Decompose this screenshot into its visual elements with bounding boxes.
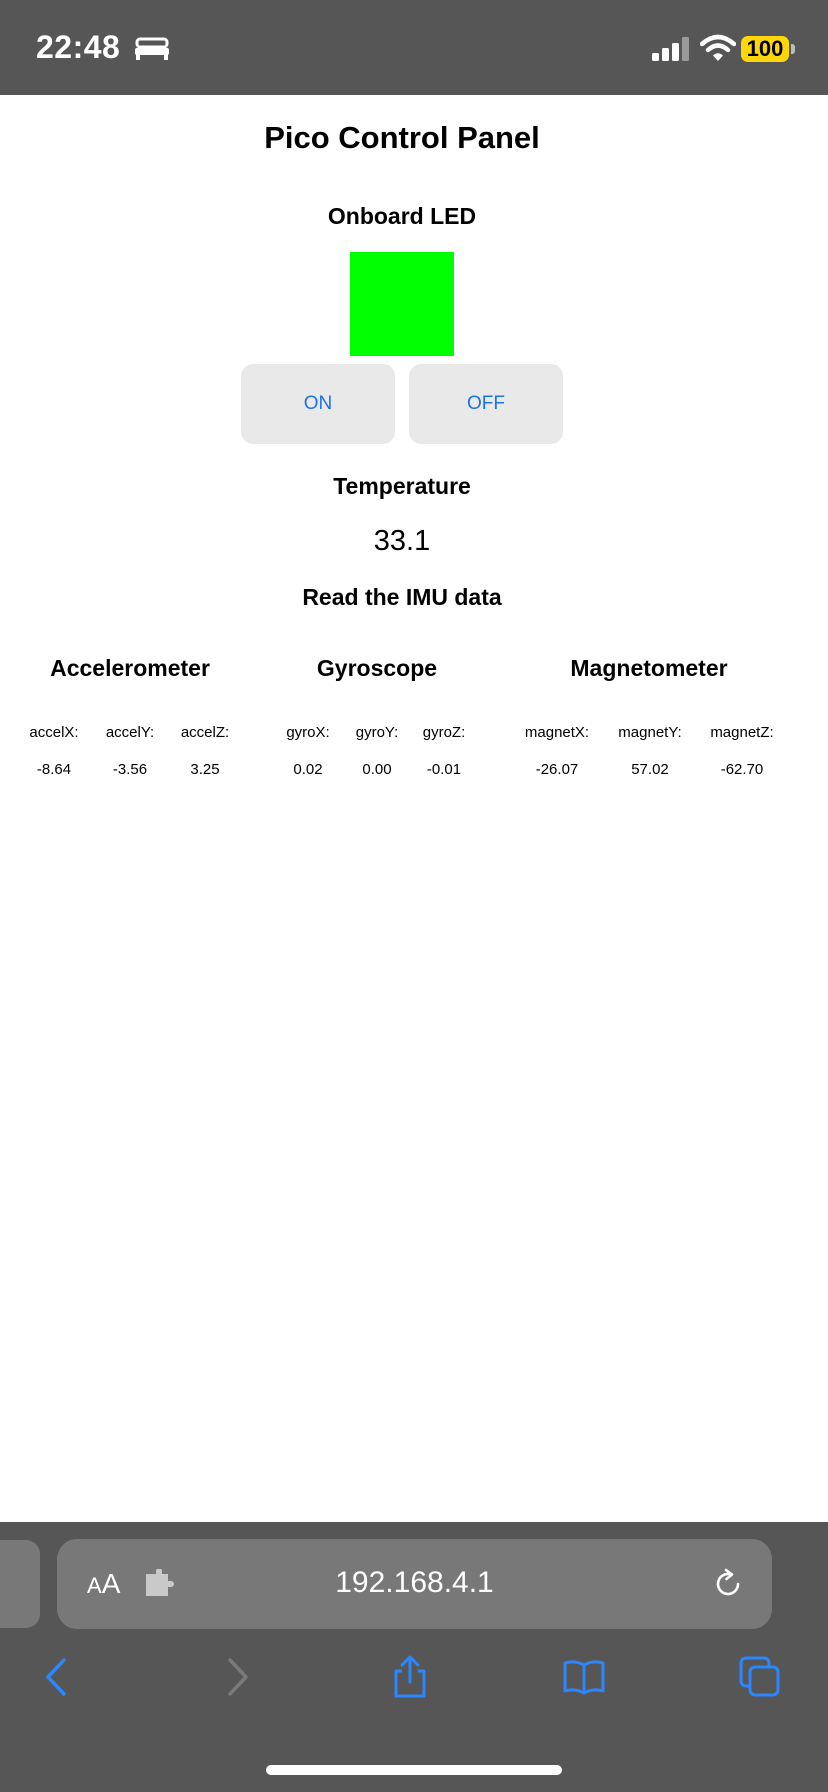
led-off-button[interactable]: OFF — [409, 364, 563, 444]
gyro-y-label: gyroY: — [355, 724, 399, 741]
battery-nub — [791, 44, 795, 54]
bed-icon — [135, 37, 169, 60]
magnet-y-value: 57.02 — [631, 761, 669, 778]
reload-icon[interactable] — [712, 1568, 744, 1600]
led-heading: Onboard LED — [327, 203, 477, 229]
led-on-button[interactable]: ON — [241, 364, 395, 444]
magnet-z-label: magnetZ: — [710, 724, 774, 741]
magnet-z-value: -62.70 — [720, 761, 764, 778]
imu-heading: Read the IMU data — [302, 584, 502, 610]
accel-y-label: accelY: — [105, 724, 155, 741]
gyro-x-label: gyroX: — [286, 724, 330, 741]
status-time: 22:48 — [36, 29, 121, 65]
magnet-x-label: magnetX: — [524, 724, 590, 741]
url-text[interactable]: 192.168.4.1 — [335, 1566, 494, 1599]
tabs-icon[interactable] — [738, 1655, 782, 1699]
status-bar: 22:48 100 — [0, 0, 828, 95]
accel-x-label: accelX: — [29, 724, 79, 741]
accel-z-value: 3.25 — [190, 761, 220, 778]
accel-x-value: -8.64 — [36, 761, 72, 778]
wifi-icon — [700, 34, 736, 61]
cellular-signal-icon — [652, 37, 689, 61]
reader-settings-button[interactable]: AA — [87, 1568, 121, 1599]
accel-z-label: accelZ: — [180, 724, 230, 741]
gyro-z-value: -0.01 — [426, 761, 462, 778]
page-title: Pico Control Panel — [264, 120, 540, 155]
temperature-heading: Temperature — [333, 473, 471, 499]
gyro-z-label: gyroZ: — [422, 724, 466, 741]
battery-indicator: 100 — [741, 36, 789, 62]
magnet-y-label: magnetY: — [618, 724, 682, 741]
gyroscope-title: Gyroscope — [316, 655, 438, 681]
bookmarks-icon[interactable] — [562, 1655, 606, 1699]
magnetometer-title: Magnetometer — [570, 655, 728, 681]
previous-tab-preview[interactable] — [0, 1540, 40, 1628]
gyro-x-value: 0.02 — [293, 761, 323, 778]
temperature-value: 33.1 — [373, 525, 431, 557]
magnet-x-value: -26.07 — [535, 761, 579, 778]
home-indicator — [266, 1765, 562, 1775]
led-status-indicator — [350, 252, 454, 356]
accelerometer-title: Accelerometer — [50, 655, 210, 681]
forward-icon[interactable] — [214, 1655, 258, 1699]
address-bar[interactable] — [57, 1539, 772, 1629]
gyro-y-value: 0.00 — [362, 761, 392, 778]
extension-icon[interactable] — [143, 1569, 177, 1599]
accel-y-value: -3.56 — [112, 761, 148, 778]
share-icon[interactable] — [388, 1655, 432, 1699]
back-icon[interactable] — [36, 1655, 80, 1699]
